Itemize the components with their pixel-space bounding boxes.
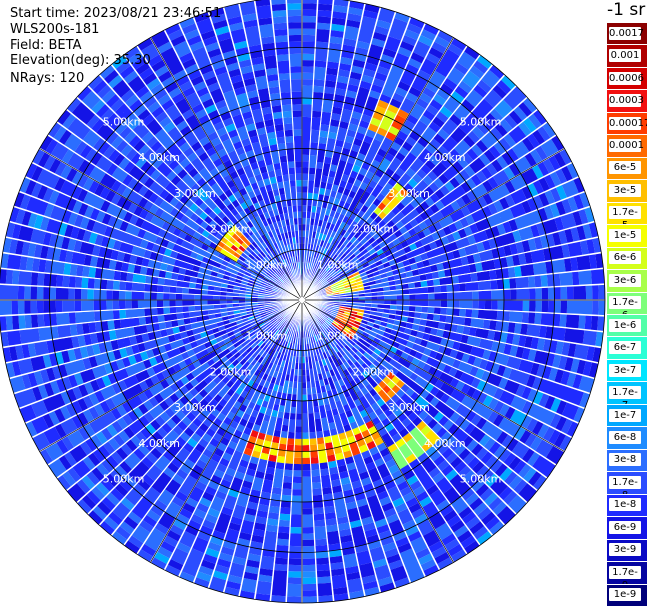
colorbar-cell: 6e-9 — [607, 516, 647, 539]
range-ring-label: 5.00km — [460, 116, 502, 129]
colorbar-cell: 3e-6 — [607, 269, 647, 292]
colorbar-cell: 0.0017 — [607, 22, 647, 45]
range-ring-label: 4.00km — [138, 437, 180, 450]
range-ring-label: 3.00km — [174, 401, 216, 414]
elevation-label: Elevation(deg): 35.30 — [10, 53, 151, 68]
azimuth-line — [39, 299, 303, 452]
colorbar-tick-label: 0.0003 — [609, 94, 644, 108]
colorbar-cell: 3e-9 — [607, 538, 647, 562]
azimuth-line — [301, 37, 454, 301]
colorbar-tick-label: 6e-6 — [609, 251, 641, 265]
range-ring-label: 3.00km — [388, 401, 430, 414]
range-ring-label: 1.00km — [317, 258, 359, 271]
azimuth-line — [150, 299, 303, 563]
colorbar-tick-label: 1.7e-7 — [609, 386, 641, 411]
range-ring-label: 1.00km — [246, 258, 288, 271]
colorbar-tick-label: 0.001 — [609, 49, 641, 63]
colorbar-tick-label: 1.7e-9 — [609, 565, 641, 591]
backscatter-gates — [0, 0, 605, 603]
colorbar-cell: 0.0003 — [607, 89, 647, 112]
range-ring-label: 5.00km — [460, 473, 502, 486]
colorbar-cell: 6e-7 — [607, 336, 647, 359]
gate-cells — [331, 307, 363, 340]
colorbar-cell: 1e-6 — [607, 314, 647, 337]
range-ring-label: 1.00km — [246, 330, 288, 343]
gate-cells — [0, 0, 605, 603]
gate-cells — [0, 0, 605, 603]
colorbar-cell: 1e-9 — [607, 583, 647, 606]
range-ring-label: 3.00km — [174, 187, 216, 200]
colorbar-cell: 1.7e-7 — [607, 381, 647, 411]
azimuth-line — [301, 299, 454, 563]
colorbar-tick-label: 6e-5 — [609, 161, 641, 175]
colorbar-tick-label: 3e-5 — [609, 183, 641, 197]
field-label: Field: BETA — [10, 38, 82, 53]
colorbar-cell: 6e-8 — [607, 426, 647, 449]
range-ring-label: 4.00km — [138, 151, 180, 164]
colorbar-cell: 1e-8 — [607, 493, 647, 517]
colorbar-tick-label: 3e-9 — [609, 543, 641, 557]
colorbar-tick-label: 6e-8 — [609, 431, 641, 445]
colorbar-tick-label: 3e-8 — [609, 453, 641, 467]
colorbar-tick-label: 0.0001 — [609, 139, 644, 153]
polar-grid — [0, 0, 606, 604]
range-ring-label: 3.00km — [388, 187, 430, 200]
colorbar-cell: 1.7e-8 — [607, 471, 647, 501]
colorbar-cell: 1.7e-6 — [607, 291, 647, 321]
azimuth-line — [301, 148, 565, 301]
colorbar-tick-label: 1.7e-5 — [609, 206, 641, 231]
colorbar-tick-label: 1e-6 — [609, 318, 641, 332]
azimuth-line — [150, 37, 303, 301]
gate-cells — [0, 0, 605, 602]
azimuth-line — [301, 299, 565, 452]
colorbar-cell: 3e-5 — [607, 179, 647, 202]
colorbar-tick-label: 1e-7 — [609, 408, 641, 422]
colorbar-cell: 1e-5 — [607, 224, 647, 247]
nrays-label: NRays: 120 — [10, 71, 85, 86]
colorbar-tick-label: 3e-6 — [609, 273, 641, 287]
gate-cells — [326, 274, 361, 296]
device-label: WLS200s-181 — [10, 22, 100, 37]
colorbar-tick-label: 0.0006 — [609, 71, 644, 85]
range-ring-label: 1.00km — [317, 330, 359, 343]
colorbar-tick-label: 1e-9 — [609, 588, 641, 602]
range-ring-label: 4.00km — [424, 437, 466, 450]
colorbar-tick-label: 3e-7 — [609, 363, 641, 377]
range-ring-label: 2.00km — [353, 365, 395, 378]
colorbar-cell: 6e-5 — [607, 156, 647, 180]
range-ring-label: 2.00km — [210, 223, 252, 236]
colorbar-tick-label: 0.0017 — [609, 26, 644, 40]
colorbar-tick-label: 6e-7 — [609, 341, 641, 355]
range-ring-label: 4.00km — [424, 151, 466, 164]
colorbar-tick-label: 6e-9 — [609, 520, 641, 534]
colorbar-cell: 1.7e-5 — [607, 201, 647, 231]
colorbar-cell: 6e-6 — [607, 246, 647, 270]
gate-cells — [390, 427, 429, 470]
colorbar-tick-label: 1.7e-8 — [609, 475, 641, 501]
gate-cells — [332, 197, 440, 464]
range-ring-label: 5.00km — [103, 473, 145, 486]
range-ring-label: 2.00km — [353, 223, 395, 236]
colorbar-cell: 0.00017 — [607, 111, 647, 135]
colorbar-cell: 0.0006 — [607, 66, 647, 90]
colorbar-tick-label: 1e-5 — [609, 228, 641, 242]
start-time-label: Start time: 2023/08/21 23:46:51 — [10, 6, 222, 21]
colorbar-cell: 1.7e-9 — [607, 561, 647, 591]
colorbar-cell: 0.0001 — [607, 134, 647, 157]
colorbar-cell: 3e-7 — [607, 358, 647, 382]
lidar-origin — [299, 297, 305, 303]
range-ring-label: 2.00km — [210, 365, 252, 378]
colorbar-cell: 3e-8 — [607, 448, 647, 472]
colorbar-cell: 0.001 — [607, 44, 647, 67]
colorbar-tick-label: 1.7e-6 — [609, 296, 641, 321]
range-ring-labels: 1.00km 1.00km 1.00km 1.00km 2.00km 2.00km 2.00… — [103, 116, 502, 486]
colorbar-tick-label: 0.00017 — [609, 116, 647, 130]
azimuth-line — [39, 148, 303, 301]
range-ring-label: 5.00km — [103, 116, 145, 129]
colorbar: 0.0017 0.001 0.0006 0.0003 0.00017 0.0001 6e-5… — [607, 22, 647, 606]
colorbar-tick-label: 1e-8 — [609, 498, 641, 512]
colorbar-cell: 1e-7 — [607, 403, 647, 427]
colorbar-unit-title: -1 sr — [607, 0, 646, 20]
